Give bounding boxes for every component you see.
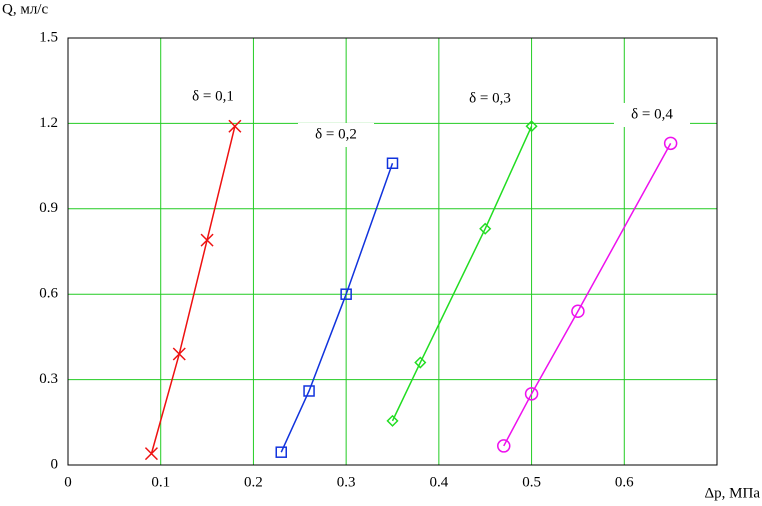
marker: [275, 446, 287, 458]
series-label: δ = 0,1: [192, 88, 234, 104]
x-tick-label: 0.4: [429, 474, 448, 490]
x-tick-label: 0.2: [244, 474, 263, 490]
y-tick-label: 0: [51, 456, 59, 472]
y-tick-label: 0.3: [39, 371, 58, 387]
series-line: [280, 163, 394, 453]
y-axis-label: Q, мл/с: [2, 1, 48, 17]
x-axis-label: Δp, МПа: [705, 485, 761, 501]
marker: [479, 222, 492, 235]
marker: [172, 347, 186, 361]
series-line: [503, 142, 672, 447]
y-tick-label: 0.9: [39, 200, 58, 216]
marker: [228, 119, 242, 133]
x-tick-label: 0.5: [522, 474, 541, 490]
marker: [497, 439, 511, 453]
marker: [663, 136, 678, 151]
series-label: δ = 0,3: [469, 90, 511, 106]
y-tick-label: 1.5: [39, 29, 58, 45]
marker: [571, 304, 585, 319]
marker: [303, 385, 315, 397]
marker: [525, 120, 538, 133]
marker: [386, 157, 399, 170]
y-tick-label: 0.6: [39, 286, 58, 302]
plot-frame: [67, 37, 718, 466]
annotation-bg: [175, 85, 251, 109]
series-label: δ = 0,4: [631, 106, 673, 122]
series-line: [150, 126, 236, 454]
annotation-bg: [298, 123, 374, 147]
x-tick-label: 0: [64, 474, 72, 490]
marker: [524, 387, 539, 401]
marker: [200, 233, 214, 247]
series-label: δ = 0,2: [315, 126, 357, 142]
marker: [386, 414, 399, 427]
annotation-bg: [614, 103, 690, 127]
y-tick-label: 1.2: [39, 115, 58, 131]
x-tick-label: 0.3: [337, 474, 356, 490]
marker: [340, 288, 352, 300]
marker: [414, 356, 427, 369]
marker: [144, 447, 158, 461]
x-tick-label: 0.1: [151, 474, 170, 490]
annotation-bg: [452, 87, 528, 111]
x-tick-label: 0.6: [615, 474, 634, 490]
series-line: [391, 125, 533, 422]
